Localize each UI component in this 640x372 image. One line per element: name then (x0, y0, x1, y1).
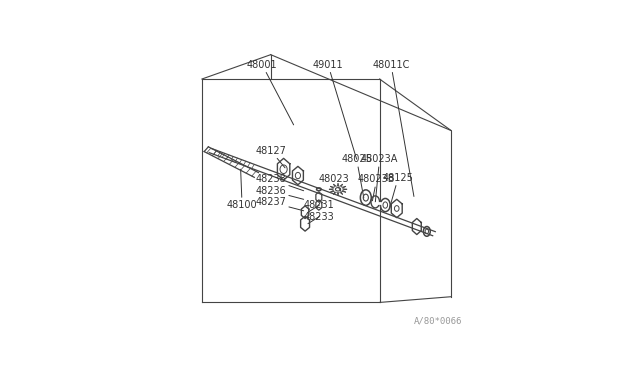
Text: 48233: 48233 (304, 212, 335, 224)
Text: 48238: 48238 (255, 174, 303, 191)
Text: A/80*0066: A/80*0066 (414, 316, 463, 326)
Text: 48001: 48001 (247, 60, 294, 125)
Text: 48023B: 48023B (358, 174, 396, 201)
Text: 48237: 48237 (255, 197, 303, 211)
Text: 48236: 48236 (255, 186, 303, 199)
Text: 49011: 49011 (313, 60, 356, 159)
Text: 48127: 48127 (255, 145, 286, 168)
Text: 48231: 48231 (304, 200, 335, 212)
Text: 48025: 48025 (341, 154, 372, 198)
Text: 48011C: 48011C (372, 60, 414, 196)
Text: 48023: 48023 (318, 174, 349, 191)
Text: 48100: 48100 (227, 169, 257, 210)
Text: 48023A: 48023A (361, 154, 398, 203)
Text: 48125: 48125 (383, 173, 413, 208)
